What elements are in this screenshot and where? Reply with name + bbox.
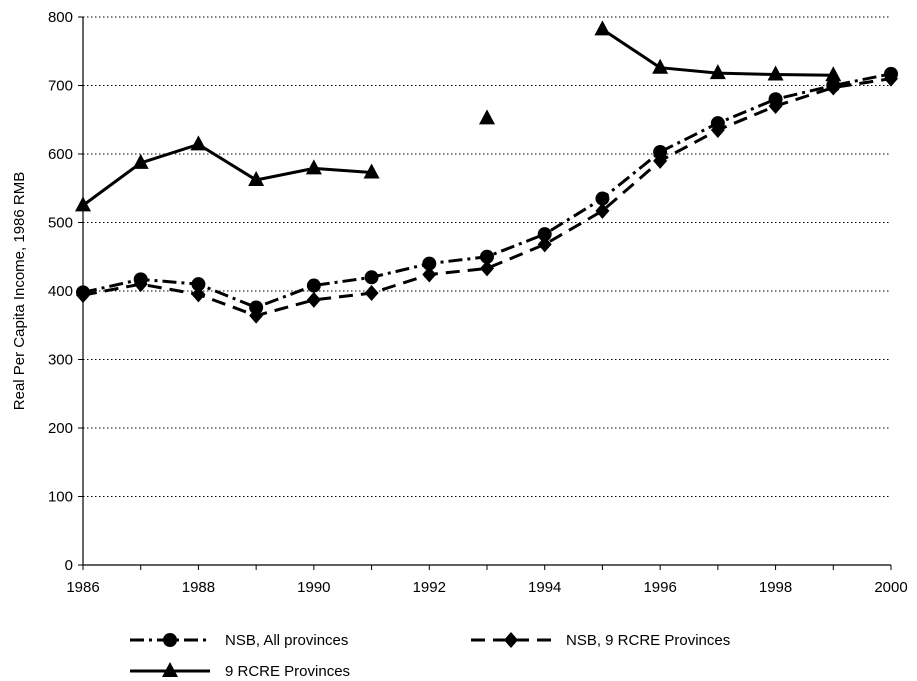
y-tick-label: 600 — [48, 146, 73, 163]
circle-point — [422, 256, 437, 271]
diamond-point — [826, 79, 841, 96]
triangle-point — [594, 20, 611, 36]
series-line — [82, 142, 372, 207]
x-tick-label: 1988 — [182, 579, 215, 596]
diamond-point — [768, 98, 783, 115]
legend-entry: NSB, All provinces — [130, 632, 348, 649]
x-tick-label: 1994 — [528, 579, 561, 596]
series-line — [82, 77, 892, 318]
legend-diamond-marker — [504, 632, 518, 648]
y-tick-label: 800 — [48, 9, 73, 26]
circle-point — [480, 249, 494, 264]
triangle-point — [190, 135, 207, 151]
x-tick-label: 1998 — [759, 579, 792, 596]
legend-entry: NSB, 9 RCRE Provinces — [471, 632, 730, 649]
diamond-point — [249, 307, 264, 324]
triangle-point — [132, 153, 149, 169]
triangle-point — [767, 65, 784, 81]
x-tick-label: 1996 — [643, 579, 676, 596]
y-tick-label: 200 — [48, 420, 73, 437]
legend-circle-marker — [163, 633, 177, 647]
diamond-point — [76, 287, 90, 304]
diamond-point — [306, 291, 321, 308]
legend: NSB, All provinces NSB, 9 RCRE Provinces 9… — [130, 632, 730, 680]
y-axis-ticks: 0 100 200 300 400 500 600 700 800 — [48, 9, 83, 574]
legend-entry: 9 RCRE Provinces — [130, 662, 350, 680]
x-tick-label: 1986 — [66, 579, 99, 596]
series-3 — [75, 20, 842, 212]
diamond-point — [480, 260, 494, 277]
series-2 — [76, 70, 898, 324]
triangle-point — [652, 58, 669, 74]
x-axis-ticks: 1986 1988 1990 1992 1994 1996 1998 2000 — [66, 565, 908, 596]
triangle-point — [305, 159, 322, 175]
y-tick-label: 300 — [48, 352, 73, 369]
gridlines — [83, 16, 891, 497]
y-tick-label: 100 — [48, 489, 73, 506]
y-tick-label: 700 — [48, 78, 73, 95]
x-tick-label: 2000 — [874, 579, 907, 596]
diamond-point — [364, 285, 379, 302]
triangle-point — [363, 163, 380, 179]
diamond-point — [595, 202, 610, 219]
x-tick-label: 1992 — [413, 579, 446, 596]
circle-point — [191, 277, 206, 292]
y-tick-label: 400 — [48, 283, 73, 300]
diamond-point — [191, 286, 206, 303]
y-axis-title: Real Per Capita Income, 1986 RMB — [11, 172, 28, 410]
diamond-point — [537, 236, 552, 253]
circle-point — [653, 144, 668, 159]
diamond-point — [133, 276, 148, 293]
diamond-point — [653, 152, 668, 169]
legend-label: NSB, 9 RCRE Provinces — [566, 632, 730, 649]
triangle-point — [75, 196, 91, 212]
triangle-point — [709, 64, 726, 80]
y-tick-label: 500 — [48, 215, 73, 232]
circle-point — [537, 227, 552, 242]
series-layer — [75, 20, 898, 324]
legend-triangle-marker — [162, 662, 178, 677]
legend-label: NSB, All provinces — [225, 632, 348, 649]
triangle-point — [248, 171, 265, 187]
legend-label: 9 RCRE Provinces — [225, 663, 350, 680]
circle-point — [249, 300, 264, 315]
triangle-point — [825, 66, 842, 82]
diamond-point — [710, 122, 725, 139]
y-tick-label: 0 — [65, 557, 73, 574]
circle-point — [306, 278, 321, 293]
triangle-point — [479, 109, 495, 125]
diamond-point — [422, 266, 437, 283]
circle-point — [364, 270, 379, 285]
diamond-point — [884, 70, 898, 87]
circle-point — [595, 191, 610, 206]
x-tick-label: 1990 — [297, 579, 330, 596]
